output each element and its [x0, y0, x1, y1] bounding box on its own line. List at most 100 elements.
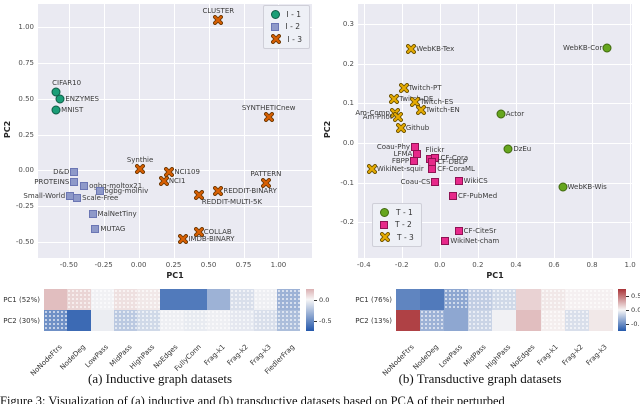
legend-item: I - 1: [270, 10, 302, 19]
y-tick-label: 1.00: [18, 22, 34, 31]
square-marker-icon: [270, 22, 279, 31]
y-tick-label: 0.50: [18, 94, 34, 103]
x-axis-label: PC1: [486, 271, 504, 280]
data-point-label: CIFAR10: [52, 78, 82, 87]
legend-item: I - 2: [270, 22, 302, 31]
y-tick-label: 0.2: [342, 59, 354, 68]
square-marker-icon: [410, 156, 419, 165]
heatmap-cell: [588, 289, 613, 310]
data-point-label: REDDIT-BINARY: [223, 186, 277, 195]
legend: I - 1 I - 2 I - 3: [262, 5, 310, 49]
x-marker-icon: [380, 232, 390, 242]
heatmap-cell: [540, 289, 565, 310]
heatmap-cell: [183, 289, 208, 310]
data-point-label: WikiNet-squir: [376, 164, 424, 173]
plot-area-inductive: CIFAR10 ENZYMES MNIST D&D PROTEINS ogbg-molto…: [23, 4, 312, 258]
data-point-label: CF-DBLP: [437, 158, 467, 167]
heatmap-column-label: Frag-k3: [543, 334, 608, 367]
gridline: [439, 4, 441, 258]
data-point-label: WebKB-Tex: [416, 44, 455, 53]
heatmap-cell: [564, 310, 589, 331]
data-point-label: CF-PubMed: [457, 192, 498, 201]
legend-item: T - 2: [380, 220, 414, 229]
data-point-label: Actor: [505, 109, 525, 118]
heatmap-cell: [137, 289, 161, 310]
subcaption-a: (a) Inductive graph datasets: [87, 371, 233, 386]
heatmap-cell: [160, 310, 184, 331]
data-point-label: Twitch-EN: [425, 105, 460, 114]
heatmap-cell: [588, 310, 613, 331]
y-tick-label: -0.25: [15, 202, 34, 211]
x-marker-icon: [410, 96, 421, 107]
gridline: [515, 4, 517, 258]
data-point-label: ogbg-molhiv: [104, 186, 149, 195]
gridline: [243, 4, 245, 258]
gridline: [630, 4, 632, 258]
data-point-label: CF-CiteSr: [463, 227, 497, 235]
data-point-label: Am-Comp: [355, 108, 390, 117]
heatmap-grid: [44, 289, 301, 331]
heatmap-cell: [420, 310, 445, 331]
legend-item: I - 3: [270, 34, 302, 44]
heatmap-cell: [564, 289, 589, 310]
heatmap-cell: [90, 310, 114, 331]
square-marker-icon: [454, 227, 463, 235]
data-point-label: Synthie: [126, 156, 154, 165]
x-marker-icon: [158, 175, 169, 186]
heatmap-row-label: PC2 (13%): [355, 316, 392, 325]
data-point-label: NCI1: [168, 176, 186, 185]
colorbar: [618, 289, 626, 331]
x-marker-icon: [406, 43, 417, 54]
heatmap-cell: [230, 310, 254, 331]
colorbar-tick-label: 0.0: [631, 306, 640, 314]
x-tick-label: -0.50: [59, 261, 78, 269]
legend-item: T - 1: [380, 208, 414, 217]
data-point-label: Flickr: [425, 145, 445, 154]
gridline: [358, 23, 632, 25]
data-point-label: ogbg-moltox21: [89, 182, 143, 191]
data-point-label: FBPP: [391, 156, 410, 165]
heatmap-cell: [113, 289, 138, 310]
legend-item: T - 3: [380, 232, 414, 242]
legend-label: I - 1: [286, 10, 301, 19]
colorbar-tick-label: -0.5: [631, 319, 640, 328]
heatmap-cell: [253, 289, 277, 310]
x-tick-label: 1.00: [270, 261, 287, 269]
heatmap-row-label: PC1 (52%): [3, 295, 40, 304]
circle-marker-icon: [558, 182, 568, 192]
x-tick-label: 0.8: [586, 261, 598, 269]
y-tick-label: -0.50: [15, 238, 34, 247]
heatmap-row-label: PC2 (30%): [3, 316, 40, 325]
heatmap-cell: [44, 310, 68, 331]
legend-label: I - 3: [287, 34, 302, 44]
square-marker-icon: [441, 237, 450, 246]
heatmap-cell: [44, 289, 68, 310]
square-marker-icon: [454, 177, 463, 186]
scatter-panel-transductive: PC2 WebKB-Cor Actor DzEu WebKB-Wis Coau-Phy L…: [320, 0, 640, 286]
x-marker-icon: [193, 189, 204, 200]
gridline: [553, 4, 555, 258]
gridline: [477, 4, 479, 258]
heatmap-cell: [540, 310, 565, 331]
data-point-label: CF-Cora: [440, 153, 469, 162]
data-point-label: COLLAB: [203, 228, 232, 237]
heatmap-cell: [183, 310, 208, 331]
heatmap-cell: [207, 310, 231, 331]
gridline: [358, 222, 632, 224]
data-point-label: MNIST: [61, 106, 84, 115]
y-tick-label: 0.1: [342, 99, 354, 108]
heatmap-cell: [67, 289, 91, 310]
y-tick-label: 0.0: [342, 138, 354, 147]
data-point-label: MalNetTiny: [97, 209, 137, 218]
circle-marker-icon: [270, 10, 280, 19]
y-tick-label: -0.1: [340, 178, 354, 187]
gridline: [278, 4, 280, 258]
x-tick-label: -0.4: [356, 261, 371, 269]
gridline: [38, 98, 312, 100]
x-marker-icon: [270, 34, 281, 44]
colorbar-tick: [314, 299, 317, 301]
heatmap-inductive: PC1 (52%) PC2 (30%) NoNodeFtrs NodeDeg LowPa…: [0, 287, 332, 378]
gridline: [358, 142, 632, 144]
heatmap-cell: [516, 289, 541, 310]
data-point-label: CF-CoraML: [437, 164, 475, 173]
